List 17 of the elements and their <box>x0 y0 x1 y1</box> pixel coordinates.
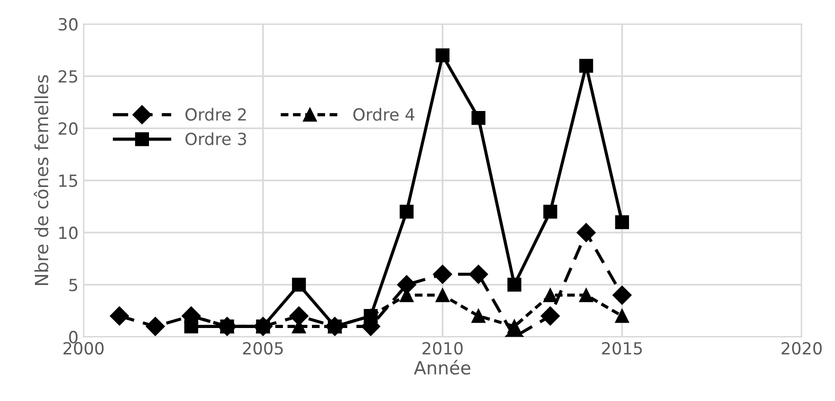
y-tick-label: 20 <box>58 122 78 135</box>
y-tick-label: 30 <box>58 18 78 31</box>
x-axis-title: Année <box>414 360 470 375</box>
x-tick-label: 2005 <box>243 342 283 355</box>
legend-label: Ordre 3 <box>185 132 246 146</box>
x-tick-label: 2015 <box>602 342 642 355</box>
y-axis-title: Nbre de cônes femelles <box>34 75 48 285</box>
x-tick-label: 2010 <box>422 342 463 355</box>
y-tick-label: 25 <box>58 70 78 83</box>
y-tick-label: 10 <box>59 226 78 240</box>
legend-label: Ordre 4 <box>353 108 414 121</box>
y-tick-label: 15 <box>59 174 78 188</box>
x-tick-label: 2000 <box>64 342 104 355</box>
x-tick-label: 2020 <box>782 342 822 355</box>
legend-label: Ordre 2 <box>185 108 246 121</box>
y-tick-label: 5 <box>69 278 78 292</box>
y-tick-label: 0 <box>69 330 78 344</box>
